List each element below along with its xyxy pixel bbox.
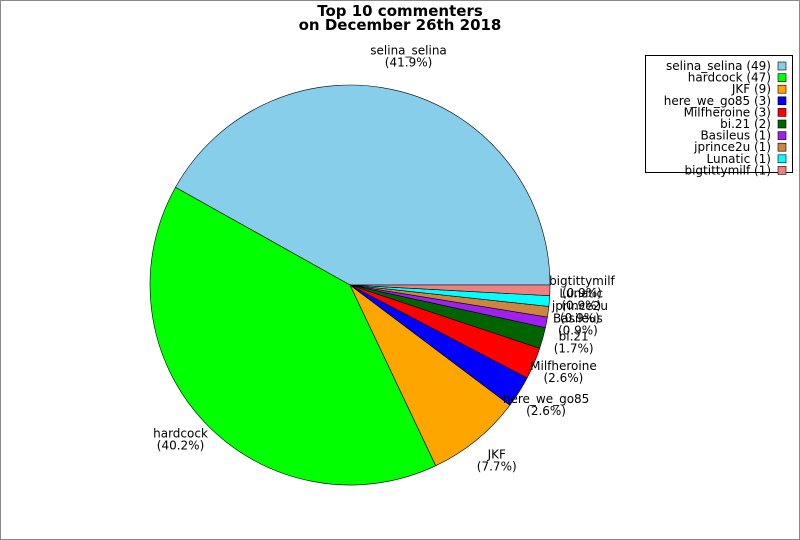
pie-slice [349,284,511,467]
slice-label: here_we_go85 [503,392,589,406]
legend-label: hardcock (47) [688,71,771,85]
slice-label: bigtittymilf [549,274,615,288]
legend-label: Milfheroine (3) [684,105,771,119]
legend-swatch [777,142,787,152]
slice-percent: (0.9%) [562,286,602,300]
legend-swatch [777,154,787,164]
legend-swatch [777,108,787,117]
legend-label: bi.21 (2) [720,117,771,131]
slice-percent: (0.9%) [558,323,598,337]
legend-swatch [777,61,787,71]
legend-swatch [777,73,787,82]
slice-label: Basileus [553,311,603,325]
slice-percent: (2.6%) [544,371,584,385]
legend-box [645,55,793,173]
legend-label: jprince2u (1) [693,140,771,154]
chart-subtitle: on December 26th 2018 [299,16,502,34]
slice-percent: (0.9%) [560,311,600,325]
legend-swatch [777,131,787,140]
slice-label: bi.21 [559,330,589,344]
legend-label: bigtittymilf (1) [684,163,771,177]
pie-slice [349,284,551,297]
legend-label: Lunatic (1) [707,152,772,166]
slice-label: Lunatic [559,287,603,301]
legend-label: selina_selina (49) [666,59,771,73]
legend-label: Basileus (1) [700,129,771,143]
legend-label: JKF (9) [731,82,771,96]
slice-percent: (1.7%) [554,342,594,356]
slice-percent: (2.6%) [526,404,566,418]
slice-percent: (0.9%) [561,299,601,313]
pie-slice [175,84,551,286]
slice-label: hardcock [153,426,208,440]
slice-label: jprince2u [551,299,608,313]
legend-swatch [777,166,787,175]
slice-label: selina_selina [370,44,447,58]
slice-percent: (40.2%) [157,438,204,452]
slice-label: Milfheroine [530,359,597,373]
pie-slice [149,186,437,486]
slice-percent: (7.7%) [477,460,517,474]
legend-swatch [777,96,787,106]
slice-percent: (41.9%) [385,56,432,70]
legend-label: here_we_go85 (3) [664,94,771,108]
legend-swatch [777,119,787,129]
legend-swatch [777,84,787,94]
chart-title: Top 10 commenters [317,2,483,20]
slice-label: JKF [487,448,506,462]
